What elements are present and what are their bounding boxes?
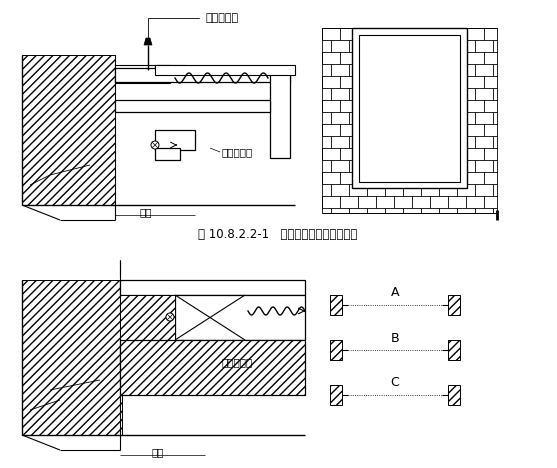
Bar [155,65,295,75]
Bar [115,100,270,112]
Bar [330,295,342,315]
Text: 打钉拉铁皮: 打钉拉铁皮 [148,13,238,39]
Bar [270,68,290,158]
Text: C: C [390,376,399,389]
Bar [22,280,122,435]
Bar [120,280,305,295]
Circle shape [151,141,159,149]
Text: 钙防火门框: 钙防火门框 [222,147,253,157]
Bar [115,68,290,82]
Text: 图 10.8.2.2-1   钙木质防火门结构安装图: 图 10.8.2.2-1 钙木质防火门结构安装图 [198,228,358,241]
Bar [175,295,305,340]
Bar [448,385,460,405]
Text: 墙体: 墙体 [140,207,153,217]
Bar [322,28,497,213]
Circle shape [166,313,174,321]
Bar [120,340,305,395]
Polygon shape [144,38,152,45]
Bar [155,65,185,75]
Bar [115,65,170,83]
Text: B: B [390,331,399,344]
Bar [155,130,195,150]
Bar [22,55,115,205]
Bar [330,340,342,360]
Bar [448,340,460,360]
Bar [120,295,175,340]
Bar [155,148,180,160]
Bar [120,340,305,395]
Text: A: A [391,286,399,300]
Bar [330,385,342,405]
Text: 防火木门框: 防火木门框 [222,357,253,367]
Text: 墙体: 墙体 [152,447,164,457]
Bar [352,28,467,188]
Bar [448,295,460,315]
Bar [359,35,460,182]
